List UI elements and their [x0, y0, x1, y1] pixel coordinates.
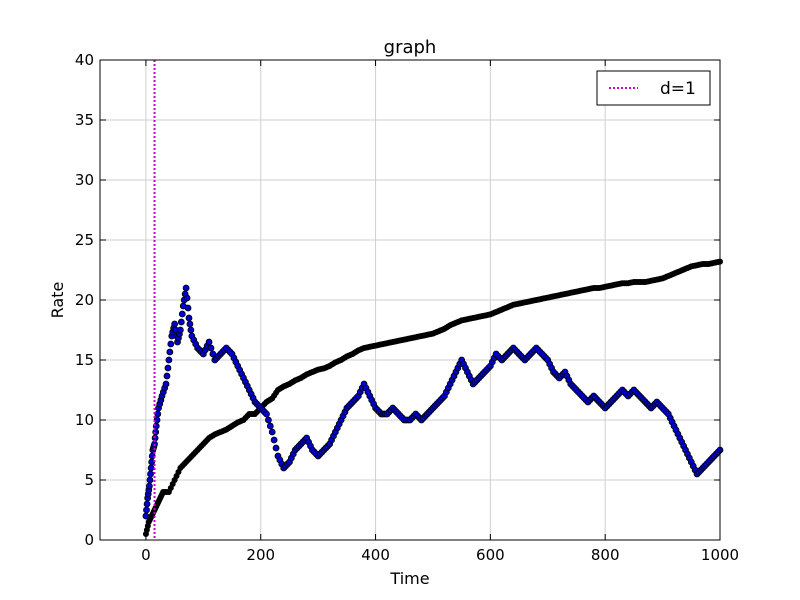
data-point [178, 310, 186, 318]
data-point [184, 304, 192, 312]
data-point [177, 318, 185, 326]
data-point [146, 476, 154, 484]
data-point [272, 444, 280, 452]
x-tick-label: 200 [246, 546, 275, 564]
x-tick-label: 600 [476, 546, 505, 564]
y-tick-label: 25 [75, 231, 94, 249]
chart-title: graph [384, 37, 437, 58]
series-black-points [142, 258, 724, 538]
data-point [182, 284, 190, 292]
x-tick-label: 400 [361, 546, 390, 564]
y-tick-label: 35 [75, 111, 94, 129]
data-point [154, 410, 162, 418]
data-point [171, 320, 179, 328]
data-point [263, 410, 270, 418]
y-tick-label: 15 [75, 351, 94, 369]
y-tick-label: 0 [84, 531, 94, 549]
legend-label-d1: d=1 [660, 79, 696, 99]
data-point [147, 470, 154, 478]
legend-box [596, 70, 711, 106]
data-point [163, 372, 171, 380]
data-point [270, 436, 278, 444]
legend: d=1 [596, 70, 711, 106]
data-point [145, 482, 153, 490]
data-point [187, 326, 195, 334]
x-axis-label: Time [389, 569, 429, 588]
data-point [165, 356, 173, 364]
y-tick-label: 10 [75, 411, 94, 429]
x-tick-label: 0 [141, 546, 151, 564]
y-tick-label: 40 [75, 51, 94, 69]
data-point [185, 314, 193, 322]
data-point [143, 500, 151, 508]
data-point [207, 344, 215, 352]
y-tick-label: 30 [75, 171, 94, 189]
data-point [167, 340, 175, 348]
y-tick-label: 5 [84, 471, 94, 489]
data-point [205, 338, 213, 346]
data-point [142, 512, 150, 520]
series-blue-points [142, 284, 724, 520]
data-point [162, 380, 170, 388]
axis-ticks: 0 200 400 600 800 1000 0 5 10 15 20 25 30 35 40 [75, 51, 739, 564]
data-point [264, 416, 272, 424]
data-point [186, 320, 194, 328]
data-point [166, 348, 174, 356]
data-point [143, 506, 150, 514]
data-point [164, 364, 172, 372]
data-point [176, 326, 184, 334]
data-point [147, 464, 155, 472]
data-point [183, 294, 191, 302]
data-point [266, 422, 274, 430]
data-point [268, 428, 276, 436]
y-axis-label: Rate [48, 282, 67, 319]
x-tick-label: 1000 [701, 546, 739, 564]
x-tick-label: 800 [591, 546, 620, 564]
y-tick-label: 20 [75, 291, 94, 309]
